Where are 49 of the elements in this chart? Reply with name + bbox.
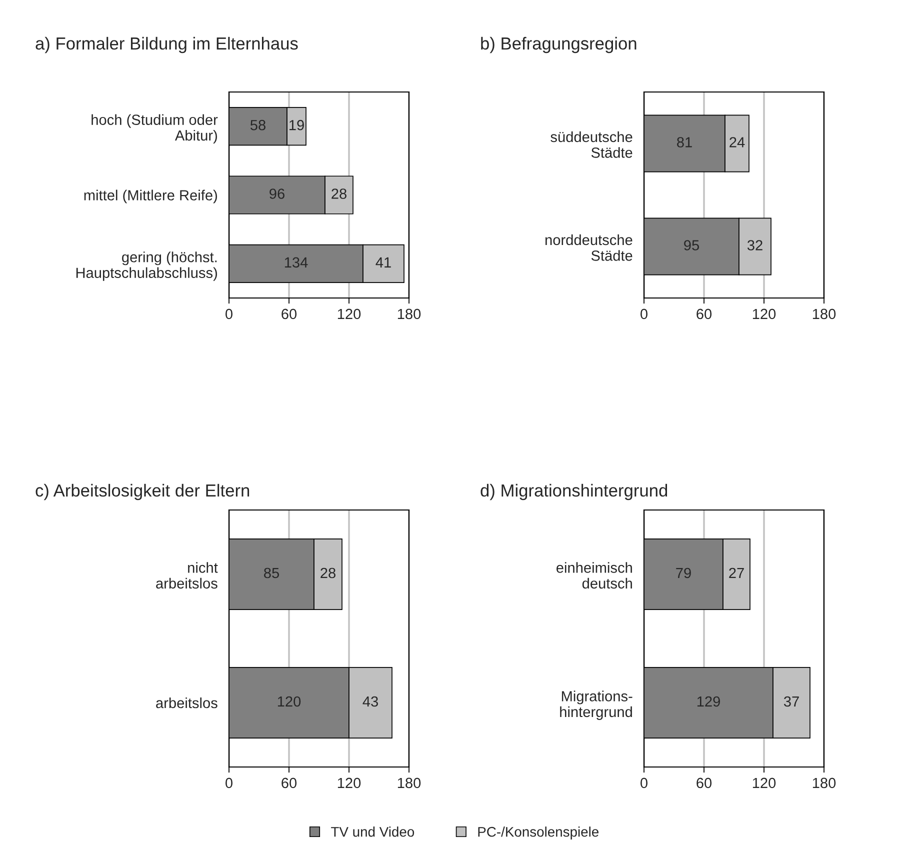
data-label: 79 (676, 568, 691, 578)
y-tick-label: arbeitslos (156, 697, 218, 708)
data-label: 27 (729, 568, 744, 578)
data-label: 19 (290, 120, 304, 130)
x-tick-label: 180 (398, 778, 421, 788)
data-label: 85 (264, 568, 279, 578)
legend-label: TV und Video (331, 826, 414, 837)
data-label: 129 (697, 696, 720, 707)
x-tick-label: 120 (752, 778, 776, 788)
x-tick-label: 180 (398, 308, 421, 320)
x-tick-label: 60 (282, 308, 297, 320)
x-tick-label: 180 (812, 778, 836, 788)
data-label: 43 (362, 696, 378, 707)
y-tick-label: süddeutsche Städte (550, 131, 632, 158)
data-label: 41 (376, 257, 391, 268)
x-tick-label: 120 (338, 778, 361, 788)
x-tick-label: 0 (640, 308, 648, 320)
y-tick-label: gering (höchst. Hauptschulabschluss) (76, 252, 217, 281)
x-tick-label: 0 (640, 778, 648, 788)
y-tick-label: hoch (Studium oder Abitur) (92, 114, 218, 144)
y-tick-label: einheimisch deutsch (556, 562, 632, 589)
y-tick-label: nicht arbeitslos (156, 562, 218, 589)
data-label: 95 (684, 240, 699, 250)
chart-title: c) Arbeitslosigkeit der Eltern (36, 484, 250, 500)
chart-title: b) Befragungsregion (481, 36, 636, 54)
y-tick-label: norddeutsche Städte (545, 234, 632, 261)
x-tick-label: 60 (282, 778, 297, 788)
data-label: 134 (284, 257, 308, 268)
data-label: 58 (250, 120, 266, 130)
y-tick-label: mittel (Mittlere Reife) (84, 190, 217, 204)
x-tick-label: 120 (752, 308, 776, 320)
x-tick-label: 60 (696, 308, 712, 320)
data-label: 28 (320, 568, 336, 578)
data-label: 32 (747, 240, 762, 250)
data-label: 96 (270, 188, 284, 199)
legend-label: PC-/Konsolenspiele (478, 826, 598, 840)
x-tick-label: 0 (226, 778, 232, 788)
data-label: 120 (278, 696, 301, 707)
x-tick-label: 180 (812, 308, 836, 320)
y-tick-label: Migrations- hintergrund (560, 690, 632, 720)
x-tick-label: 0 (226, 308, 232, 320)
chart-title: a) Formaler Bildung im Elternhaus (36, 36, 298, 54)
data-label: 24 (730, 137, 745, 148)
x-tick-label: 120 (338, 308, 361, 320)
data-label: 37 (784, 696, 799, 707)
data-label: 28 (332, 188, 346, 199)
data-label: 81 (677, 137, 692, 148)
x-tick-label: 60 (696, 778, 712, 788)
chart-title: d) Migrationshintergrund (480, 484, 668, 500)
